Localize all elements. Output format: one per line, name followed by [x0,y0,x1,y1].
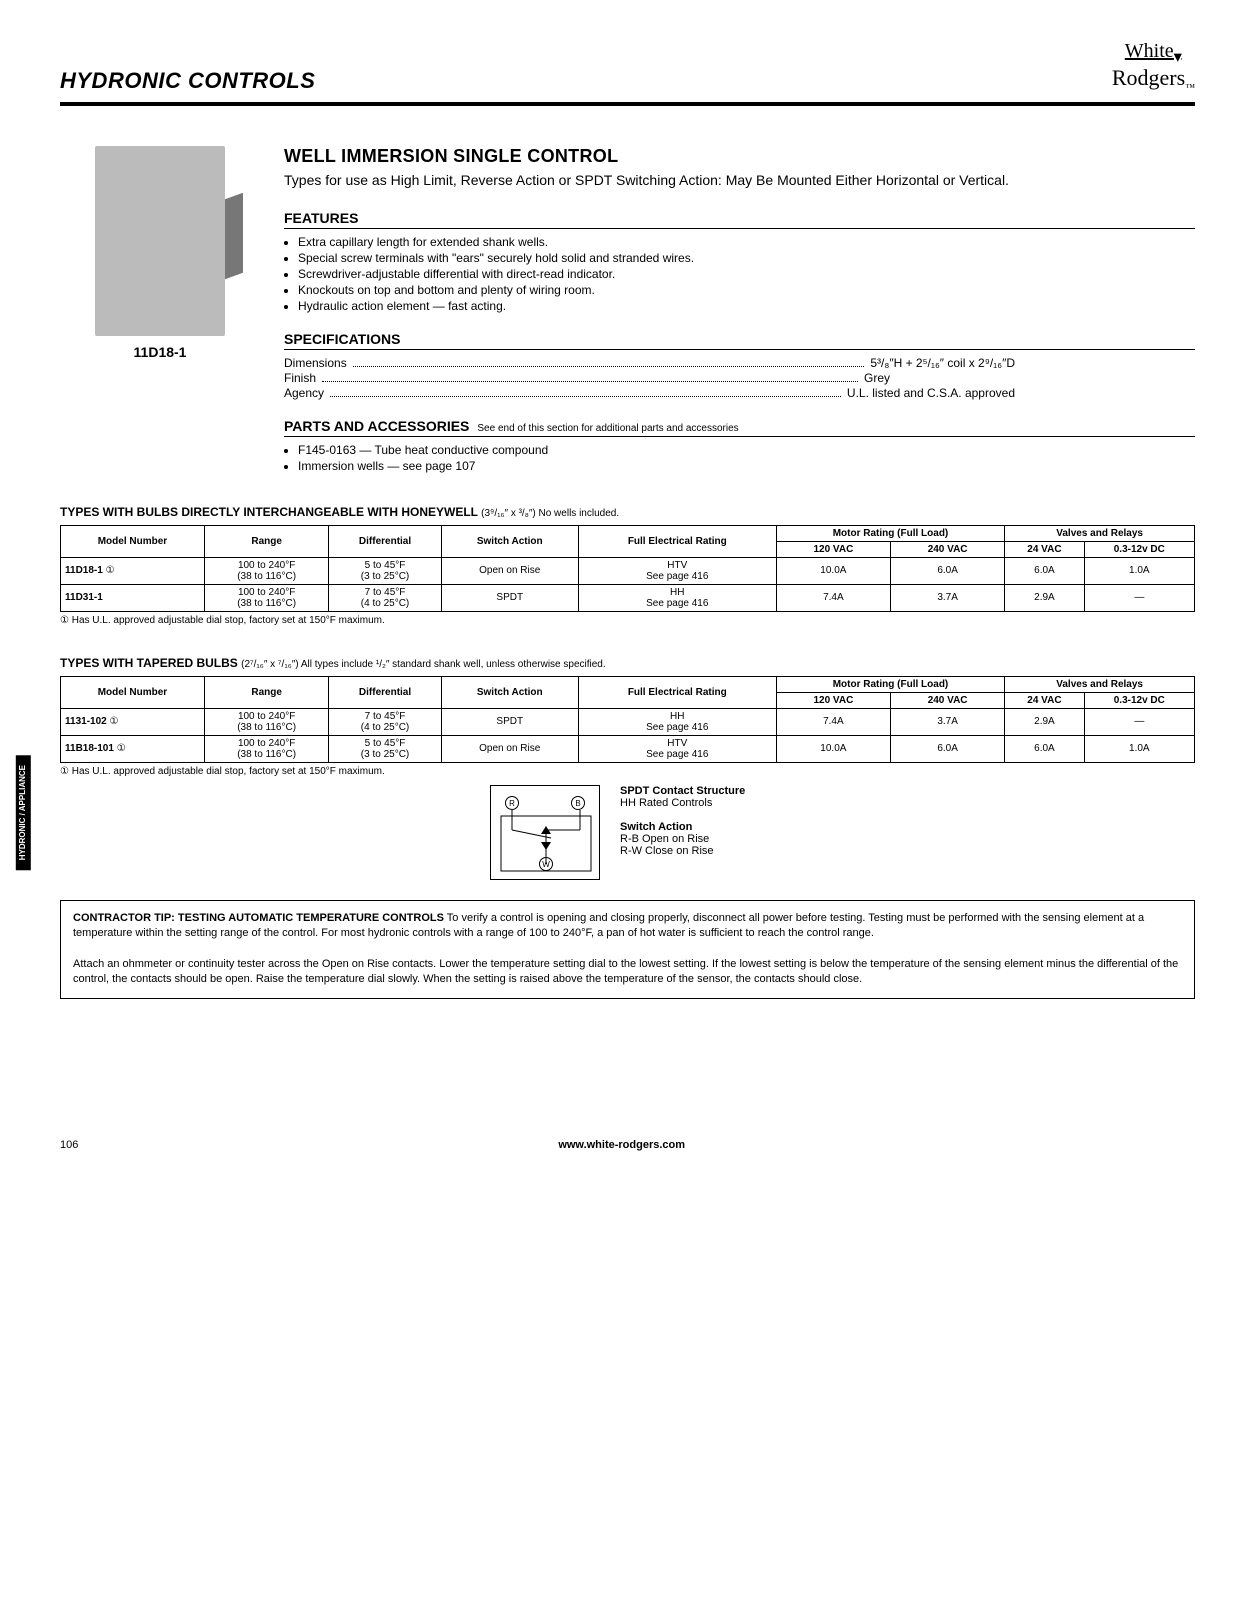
page-footer: 106 www.white-rodgers.com [60,1139,1195,1151]
table-row: 11D31-1 100 to 240°F(38 to 116°C) 7 to 4… [61,584,1195,611]
spec-row: FinishGrey [284,371,1195,385]
product-subtitle: Types for use as High Limit, Reverse Act… [284,171,1195,190]
feature-item: Knockouts on top and bottom and plenty o… [298,283,1195,297]
parts-list: F145-0163 — Tube heat conductive compoun… [284,443,1195,473]
table1: Model Number Range Differential Switch A… [60,525,1195,612]
feature-item: Screwdriver-adjustable differential with… [298,267,1195,281]
table2-footnote: ① Has U.L. approved adjustable dial stop… [60,766,1195,777]
spec-row: AgencyU.L. listed and C.S.A. approved [284,386,1195,400]
diagram-info: SPDT Contact Structure HH Rated Controls… [620,785,745,857]
brand-logo: White▾ Rodgers™ [1112,40,1195,94]
table-row: 1131-102 ① 100 to 240°F(38 to 116°C) 7 t… [61,708,1195,735]
parts-item: F145-0163 — Tube heat conductive compoun… [298,443,1195,457]
side-tab: HYDRONIC / APPLIANCE [16,755,31,870]
section-title: HYDRONIC CONTROLS [60,68,315,94]
parts-note: See end of this section for additional p… [477,423,738,434]
footer-url: www.white-rodgers.com [558,1139,685,1151]
product-caption: 11D18-1 [60,344,260,360]
page-header: HYDRONIC CONTROLS White▾ Rodgers™ [60,40,1195,106]
feature-item: Hydraulic action element — fast acting. [298,299,1195,313]
features-heading: FEATURES [284,210,1195,229]
feature-item: Extra capillary length for extended shan… [298,235,1195,249]
table2-title: TYPES WITH TAPERED BULBS (2⁷/₁₆″ x ⁷/₁₆″… [60,656,1195,670]
table1-footnote: ① Has U.L. approved adjustable dial stop… [60,615,1195,626]
parts-heading: PARTS AND ACCESSORIES [284,418,469,434]
table-row: 11B18-101 ① 100 to 240°F(38 to 116°C) 5 … [61,735,1195,762]
table-row: 11D18-1 ① 100 to 240°F(38 to 116°C) 5 to… [61,557,1195,584]
feature-item: Special screw terminals with "ears" secu… [298,251,1195,265]
page-number: 106 [60,1139,78,1151]
contractor-tip: CONTRACTOR TIP: TESTING AUTOMATIC TEMPER… [60,900,1195,999]
product-image [95,146,225,336]
spdt-diagram: R B W [490,785,600,880]
product-image-column: 11D18-1 [60,146,260,475]
specs-heading: SPECIFICATIONS [284,331,1195,350]
table1-title: TYPES WITH BULBS DIRECTLY INTERCHANGEABL… [60,505,1195,519]
product-title: WELL IMMERSION SINGLE CONTROL [284,146,1195,167]
spec-row: Dimensions5³/₈″H + 2⁵/₁₆″ coil x 2⁹/₁₆″D [284,356,1195,370]
parts-item: Immersion wells — see page 107 [298,459,1195,473]
table2: Model Number Range Differential Switch A… [60,676,1195,763]
features-list: Extra capillary length for extended shan… [284,235,1195,313]
